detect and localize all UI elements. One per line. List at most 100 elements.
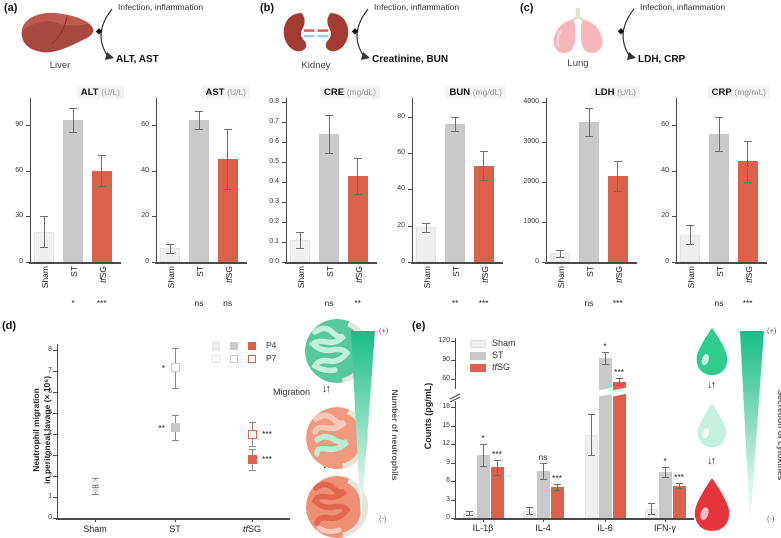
exchange-arrows-icon: ↓↑ [707,455,716,467]
error-bar [169,243,171,253]
panel-letter-c: (c) [520,2,534,14]
y-tick-label: 0 [19,258,23,265]
panel-e: (e) Counts (pg/mL) ↓↑ ↓↑ (+) Secretion o… [408,318,781,538]
y-tick-label: 60 [442,375,450,382]
error-cap [171,347,179,349]
significance-label: ns [584,298,594,308]
y-tick [408,116,412,118]
error-cap [422,222,431,224]
legend-label: P4 [266,340,277,350]
curved-arrow-icon [351,8,370,60]
y-tick-label: 120 [438,337,450,344]
error-bar [617,161,619,191]
significance-label: *** [96,298,107,308]
error-cap [465,511,473,513]
y-tick-label: 15 [442,421,450,429]
error-cap [325,153,333,154]
error-cap [686,243,695,245]
error-cap [353,194,362,195]
y-tick [451,481,455,482]
error-bar [604,351,606,365]
error-bar [198,111,200,130]
x-axis-line [545,262,637,264]
x-category-label: IL-1β [472,523,494,533]
error-bar [559,249,561,257]
scatter-point-p7 [92,479,98,485]
significance-label: * [481,433,485,443]
curved-arrow-icon [95,8,114,60]
y-tick [451,360,455,361]
minus-indicator: (-) [767,514,775,523]
scatter-point-p4 [92,487,98,493]
significance-label: *** [262,454,272,465]
legend-swatch [212,342,220,350]
error-bar [299,232,301,248]
y-tick-label: 0 [48,514,52,521]
error-cap [743,182,752,183]
legend-swatch [230,355,238,363]
x-category-label: IL-6 [597,523,613,533]
e-gradient-label: Secretion of cytokines [776,389,781,481]
error-bar [101,155,103,186]
y-tick-label: 1 [48,493,52,500]
y-tick [53,455,57,456]
output-label: ALT, AST [116,54,159,65]
y-axis [286,98,287,262]
error-cap [40,246,49,248]
panel-a: (a) Liver Infection, inflammation ALT, A… [2,0,258,318]
plus-indicator: (+) [379,326,389,335]
x-tick [95,518,96,522]
exchange-arrows-icon: ↓↑ [707,379,716,391]
significance-label: ns [324,298,334,308]
bar-st [476,455,490,518]
y-tick [282,162,286,163]
y-tick-label: 8 [48,346,52,353]
y-tick-label: 6 [446,477,450,484]
error-cap [422,232,431,233]
error-cap [715,116,723,118]
legend-swatch [212,355,220,363]
x-axis-line [454,518,694,520]
legend-swatch [470,340,486,348]
y-axis [546,98,547,262]
panel-d: (d) Neutrophil migration in peritoneal l… [0,318,408,538]
error-bar [678,483,680,489]
x-tick-label: Sham [422,266,433,289]
error-cap [539,463,547,465]
bar-tfsg [607,176,628,262]
significance-label: * [663,455,667,466]
chart-title: CRP (mg/mL) [707,86,770,99]
error-bar [664,466,666,477]
lung-illustration [553,7,603,54]
significance-label: *** [614,367,624,378]
y-tick [451,518,455,519]
y-tick [542,142,546,143]
y-tick [451,499,455,501]
error-bar [496,460,498,475]
y-tick-label: 3 [48,451,52,458]
error-cap [479,466,487,468]
y-tick [451,341,455,342]
legend-swatch [230,342,238,350]
error-cap [451,116,459,118]
legend-label: Sham [492,338,516,348]
d-gradient-label: Number of neutrophils [390,389,400,481]
error-cap [525,506,533,508]
scatter-point-p7 [170,363,180,373]
y-tick [451,379,455,380]
error-bar [482,444,484,467]
bar-chart-ast: AST (U/L) 0 20 40 60 Sham ST ns tfSG ns [130,86,250,316]
error-cap [556,256,565,258]
error-cap [69,132,77,134]
intestine-illustration-low [306,476,368,538]
significance-label: * [71,298,75,308]
y-axis [156,98,157,262]
y-tick-label: 4000 [523,98,539,105]
chart-title: LDH (U/L) [590,86,640,99]
error-cap [171,415,179,417]
error-cap [743,140,752,142]
error-cap [353,158,362,159]
error-bar [618,378,620,385]
error-cap [585,136,593,137]
y-tick [282,262,286,263]
